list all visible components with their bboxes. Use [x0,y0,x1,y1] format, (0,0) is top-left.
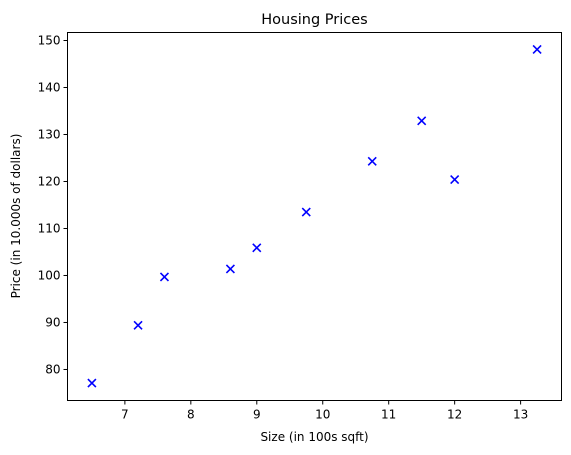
data-point [417,116,427,126]
data-point [133,320,143,330]
y-tick-label: 80 [45,362,60,376]
data-points [87,44,542,388]
chart-title: Housing Prices [261,12,367,28]
data-point [159,272,170,282]
y-tick-label: 140 [38,80,61,94]
x-tick-label: 8 [187,408,195,422]
x-tick-label: 7 [121,408,129,422]
data-point [225,264,235,274]
y-tick-label: 150 [38,33,61,47]
x-tick-label: 13 [513,408,528,422]
x-axis-ticks: 7 8 9 10 11 12 13 [121,400,528,422]
x-tick-label: 11 [381,408,396,422]
data-point [87,378,97,388]
y-tick-label: 120 [38,174,61,188]
x-tick-label: 10 [315,408,330,422]
y-tick-label: 90 [45,315,60,329]
x-tick-label: 9 [253,408,261,422]
y-axis-ticks: 80 90 100 110 120 130 140 150 [38,33,68,376]
y-axis-label: Price (in 10.000s of dollars) [9,134,23,299]
data-point [252,243,262,253]
data-point [532,44,542,54]
data-point [450,175,460,185]
y-tick-label: 130 [38,127,61,141]
plot-frame [67,32,562,401]
y-tick-label: 110 [38,221,61,235]
data-point [301,207,311,217]
x-axis-label: Size (in 100s sqft) [260,430,368,444]
x-tick-label: 12 [447,408,462,422]
y-tick-label: 100 [38,268,61,282]
data-point [367,156,377,166]
